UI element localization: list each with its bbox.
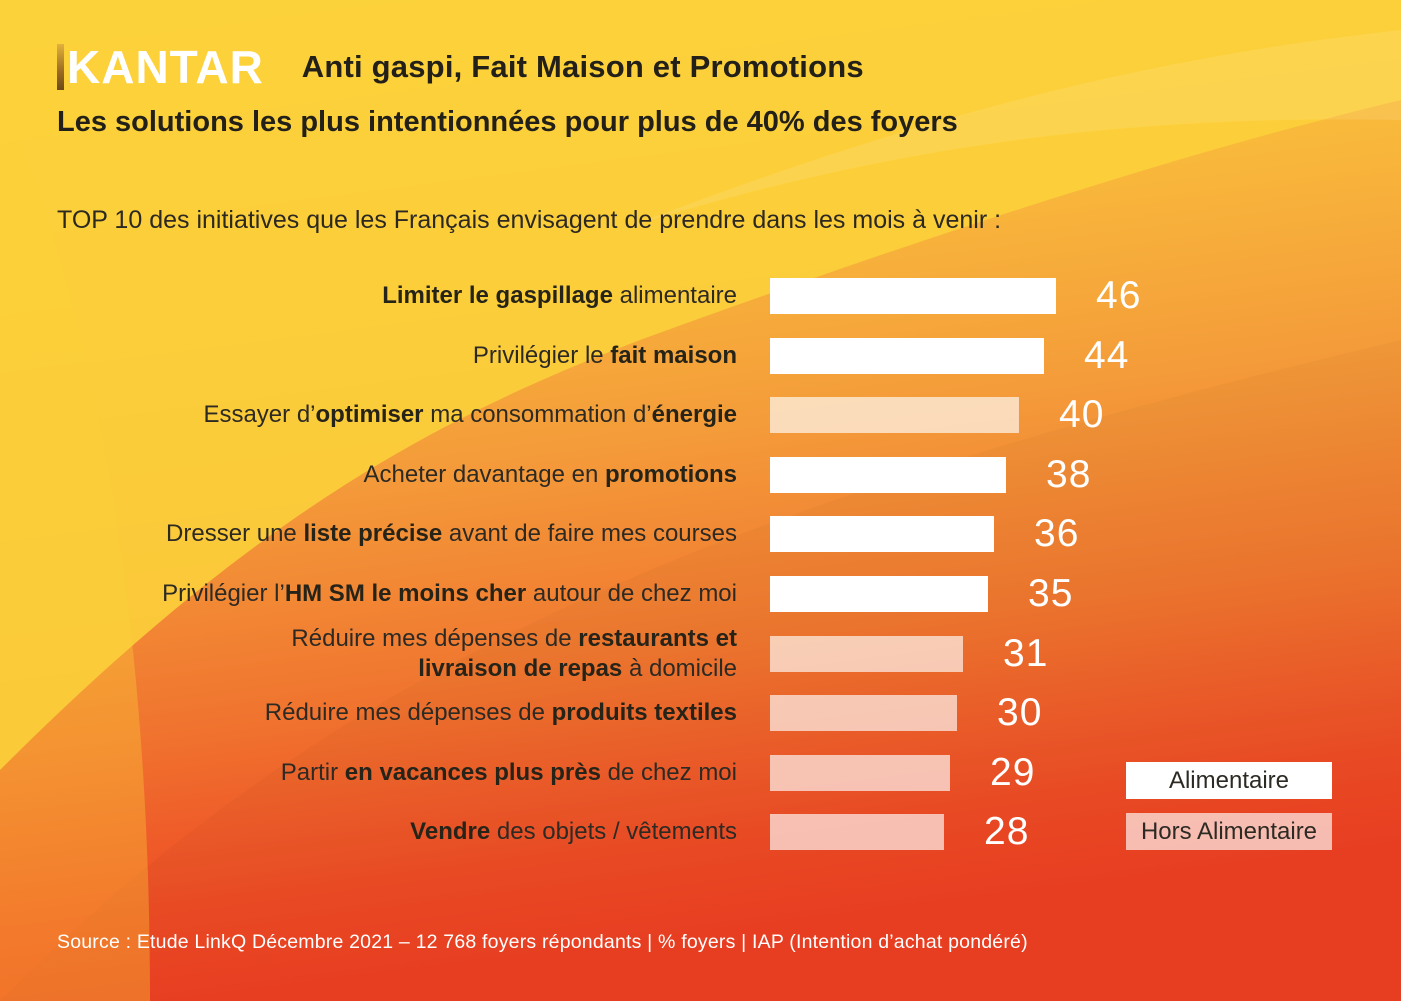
bar-label: Réduire mes dépenses de restaurants et li… [291, 625, 737, 682]
bar-value: 30 [997, 691, 1043, 734]
bar-label: Privilégier l’HM SM le moins cher autour… [162, 580, 737, 607]
page-subtitle: Les solutions les plus intentionnées pou… [57, 106, 958, 138]
chart-intro-text: TOP 10 des initiatives que les Français … [57, 206, 1002, 234]
chart-row: Vendre des objets / vêtements 28 [40, 810, 1029, 853]
page-title: Anti gaspi, Fait Maison et Promotions [301, 49, 864, 84]
bar-alimentaire [770, 516, 994, 552]
chart-row: Essayer d’optimiser ma consommation d’én… [40, 393, 1104, 436]
bar-value: 40 [1059, 393, 1105, 436]
bar-value: 38 [1046, 453, 1092, 496]
bar-value: 46 [1096, 274, 1142, 317]
kantar-logo-accent [57, 44, 64, 90]
chart-row: Partir en vacances plus près de chez moi… [40, 751, 1035, 794]
bar-label: Acheter davantage en promotions [363, 461, 737, 488]
chart-row: Réduire mes dépenses de restaurants et li… [40, 625, 1048, 682]
bar-value: 35 [1028, 572, 1074, 615]
bar-hors-alimentaire [770, 695, 957, 731]
bar-value: 29 [990, 751, 1036, 794]
bar-alimentaire [770, 457, 1006, 493]
header: KANTAR Anti gaspi, Fait Maison et Promot… [57, 44, 864, 90]
bar-label: Limiter le gaspillage alimentaire [382, 282, 737, 309]
chart-row: Privilégier le fait maison 44 [40, 334, 1129, 377]
bar-label: Essayer d’optimiser ma consommation d’én… [203, 401, 737, 428]
bar-value: 44 [1084, 334, 1130, 377]
bar-hors-alimentaire [770, 755, 950, 791]
bar-alimentaire [770, 278, 1056, 314]
bar-label: Réduire mes dépenses de produits textile… [264, 699, 737, 726]
bar-alimentaire [770, 576, 988, 612]
bar-value: 31 [1003, 632, 1049, 675]
legend-item-hors-alimentaire: Hors Alimentaire [1126, 813, 1332, 850]
bar-value: 36 [1034, 512, 1080, 555]
bar-hors-alimentaire [770, 397, 1019, 433]
bar-hors-alimentaire [770, 636, 963, 672]
chart-row: Acheter davantage en promotions 38 [40, 453, 1091, 496]
kantar-logo-text: KANTAR [67, 41, 264, 93]
chart-row: Dresser une liste précise avant de faire… [40, 512, 1079, 555]
bar-label: Partir en vacances plus près de chez moi [280, 759, 737, 786]
bar-label: Privilégier le fait maison [472, 342, 737, 369]
bar-label: Dresser une liste précise avant de faire… [166, 520, 737, 547]
chart-row: Privilégier l’HM SM le moins cher autour… [40, 572, 1073, 615]
bar-hors-alimentaire [770, 814, 944, 850]
chart-row: Limiter le gaspillage alimentaire 46 [40, 274, 1141, 317]
chart-row: Réduire mes dépenses de produits textile… [40, 691, 1042, 734]
legend-item-alimentaire: Alimentaire [1126, 762, 1332, 799]
kantar-logo: KANTAR [57, 44, 264, 90]
bar-value: 28 [984, 810, 1030, 853]
source-text: Source : Etude LinkQ Décembre 2021 – 12 … [57, 931, 1028, 953]
bar-alimentaire [770, 338, 1044, 374]
bar-label: Vendre des objets / vêtements [410, 818, 737, 845]
